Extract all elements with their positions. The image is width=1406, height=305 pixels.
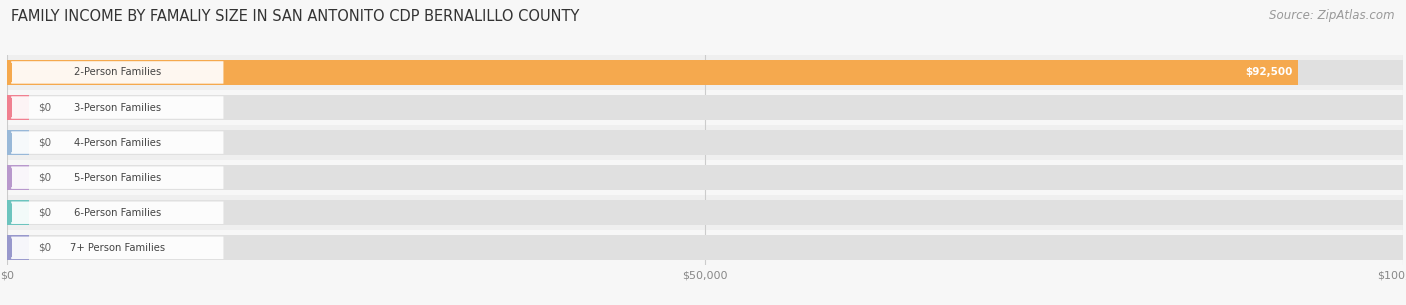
Bar [7, 160, 1403, 195]
Bar [7, 55, 1403, 90]
Bar [7, 200, 30, 225]
FancyBboxPatch shape [11, 237, 224, 259]
Text: $0: $0 [38, 243, 51, 253]
FancyBboxPatch shape [11, 96, 224, 119]
Text: FAMILY INCOME BY FAMALIY SIZE IN SAN ANTONITO CDP BERNALILLO COUNTY: FAMILY INCOME BY FAMALIY SIZE IN SAN ANT… [11, 9, 579, 24]
Text: 3-Person Families: 3-Person Families [73, 102, 160, 113]
FancyBboxPatch shape [11, 202, 224, 224]
Bar [7, 130, 1403, 155]
Text: 5-Person Families: 5-Person Families [73, 173, 160, 183]
FancyBboxPatch shape [11, 61, 224, 84]
Text: 6-Person Families: 6-Person Families [73, 208, 160, 218]
Bar [7, 195, 1403, 230]
Bar [7, 125, 1403, 160]
Text: 2-Person Families: 2-Person Families [73, 67, 160, 77]
Text: $0: $0 [38, 173, 51, 183]
Text: $92,500: $92,500 [1246, 67, 1294, 77]
Bar [7, 90, 1403, 125]
Bar [7, 95, 30, 120]
Text: $0: $0 [38, 102, 51, 113]
Bar [7, 130, 30, 155]
Text: $0: $0 [38, 138, 51, 148]
FancyBboxPatch shape [11, 131, 224, 154]
Bar [7, 95, 1403, 120]
Bar [7, 235, 30, 260]
Bar [7, 235, 1403, 260]
Bar [7, 200, 1403, 225]
FancyBboxPatch shape [11, 167, 224, 189]
Bar [7, 230, 1403, 265]
Text: $0: $0 [38, 208, 51, 218]
Bar [7, 165, 30, 190]
Bar [7, 60, 1299, 85]
Text: Source: ZipAtlas.com: Source: ZipAtlas.com [1270, 9, 1395, 22]
Bar [7, 165, 1403, 190]
Bar [7, 60, 1403, 85]
Text: 7+ Person Families: 7+ Person Families [70, 243, 165, 253]
Text: 4-Person Families: 4-Person Families [73, 138, 160, 148]
